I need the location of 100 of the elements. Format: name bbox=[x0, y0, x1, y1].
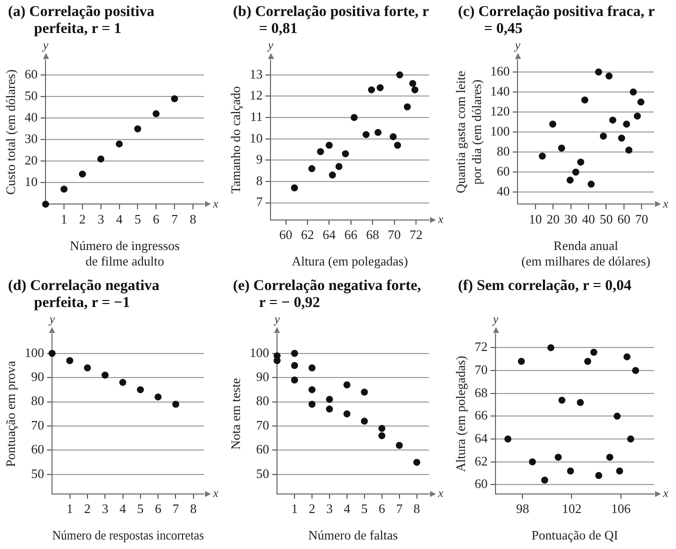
y-tick-label: 10 bbox=[250, 130, 263, 146]
point bbox=[609, 116, 616, 124]
point bbox=[576, 398, 584, 406]
point bbox=[413, 458, 420, 466]
point bbox=[614, 412, 621, 420]
point bbox=[350, 114, 358, 122]
y-axis-title: Quantia gasta com leite por dia (em dólares) bbox=[453, 70, 484, 194]
y-tick-label: 100 bbox=[24, 344, 44, 360]
x-tick-label: 72 bbox=[409, 227, 422, 242]
point bbox=[618, 134, 626, 142]
point bbox=[134, 125, 142, 132]
point bbox=[136, 386, 144, 394]
point bbox=[396, 442, 403, 449]
y-tick-label: 120 bbox=[490, 103, 510, 118]
x-axis-title: Renda anual (em milhares de dólares) bbox=[521, 238, 650, 269]
point bbox=[291, 362, 298, 369]
point bbox=[623, 120, 630, 128]
point bbox=[360, 418, 368, 425]
x-tick-label: 60 bbox=[279, 227, 292, 242]
y-tick-label: 40 bbox=[496, 184, 510, 199]
point bbox=[558, 144, 566, 152]
text: x bbox=[437, 486, 444, 500]
point bbox=[290, 184, 298, 192]
text: y bbox=[48, 312, 56, 326]
point bbox=[116, 140, 123, 148]
x-tick-label: 10 bbox=[528, 211, 542, 226]
point bbox=[632, 367, 640, 374]
point bbox=[362, 131, 370, 138]
point bbox=[328, 172, 336, 179]
point bbox=[567, 467, 574, 474]
point bbox=[84, 364, 91, 372]
y-tick-label: 50 bbox=[256, 466, 270, 481]
x-tick-label: 8 bbox=[190, 501, 197, 516]
point bbox=[376, 84, 384, 92]
x-tick-label: 98 bbox=[516, 501, 530, 516]
point bbox=[411, 86, 418, 94]
y-axis-title: Altura (em polegadas) bbox=[453, 356, 468, 472]
point bbox=[566, 176, 574, 184]
y-tick-label: 7 bbox=[256, 194, 264, 210]
x-tick-label: 2 bbox=[84, 501, 91, 516]
chart-title: (b) Correlação positiva forte, r = 0,81 bbox=[233, 4, 429, 37]
y-tick-label: 100 bbox=[250, 344, 270, 360]
point bbox=[308, 400, 316, 408]
x-tick-label: 3 bbox=[102, 501, 108, 516]
point bbox=[404, 103, 411, 110]
point bbox=[600, 132, 607, 140]
x-tick-label: 6 bbox=[378, 501, 386, 516]
text: y bbox=[492, 312, 499, 326]
text: x bbox=[212, 486, 219, 500]
point bbox=[590, 348, 598, 356]
x-tick-label: 70 bbox=[635, 211, 648, 226]
point bbox=[581, 96, 588, 104]
point bbox=[102, 372, 109, 379]
text: y bbox=[266, 38, 274, 52]
x-tick-label: 6 bbox=[152, 211, 160, 226]
x-tick-label: 5 bbox=[137, 501, 144, 516]
chart-title: (c) Correlação positiva fraca, r = 0,45 bbox=[458, 4, 654, 37]
point bbox=[549, 120, 556, 128]
x-tick-label: 4 bbox=[344, 501, 351, 516]
x-tick-label: 66 bbox=[344, 227, 358, 242]
point bbox=[326, 406, 333, 413]
x-tick-label: 3 bbox=[98, 211, 104, 226]
point bbox=[326, 396, 333, 403]
point bbox=[547, 344, 554, 352]
x-tick-label: 4 bbox=[120, 501, 126, 516]
y-tick-label: 60 bbox=[256, 442, 270, 457]
point bbox=[616, 467, 624, 474]
point bbox=[623, 353, 630, 360]
point bbox=[518, 358, 525, 365]
point bbox=[60, 186, 68, 193]
x-tick-label: 2 bbox=[79, 211, 86, 226]
x-tick-label: 7 bbox=[396, 501, 404, 516]
text: y bbox=[42, 38, 49, 52]
x-tick-label: 7 bbox=[171, 211, 178, 226]
text: y bbox=[514, 38, 522, 52]
point bbox=[588, 180, 595, 188]
point bbox=[154, 393, 162, 400]
text: x bbox=[437, 212, 444, 226]
x-tick-label: 30 bbox=[564, 211, 578, 226]
text: y bbox=[273, 312, 280, 326]
y-tick-label: 70 bbox=[474, 362, 488, 377]
y-tick-label: 30 bbox=[24, 131, 38, 146]
point bbox=[368, 86, 375, 94]
y-tick-label: 70 bbox=[256, 417, 270, 432]
chart-title: (a) Correlação positiva perfeita, r = 1 bbox=[8, 4, 154, 37]
x-axis-title: Altura (em polegadas) bbox=[292, 254, 408, 269]
y-tick-label: 60 bbox=[24, 66, 38, 82]
point bbox=[343, 381, 350, 388]
x-tick-label: 20 bbox=[546, 211, 560, 226]
point bbox=[409, 80, 416, 87]
point bbox=[308, 364, 316, 372]
point bbox=[291, 376, 298, 384]
y-tick-label: 9 bbox=[256, 152, 263, 167]
point bbox=[606, 454, 614, 461]
x-tick-label: 106 bbox=[611, 501, 632, 516]
x-tick-label: 2 bbox=[308, 501, 316, 516]
y-tick-label: 70 bbox=[31, 417, 44, 432]
point bbox=[119, 378, 126, 386]
point bbox=[584, 358, 592, 365]
y-tick-label: 20 bbox=[24, 152, 38, 168]
